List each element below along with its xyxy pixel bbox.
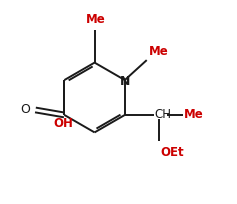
Text: Me: Me <box>184 108 203 121</box>
Text: CH: CH <box>155 108 172 121</box>
Text: N: N <box>120 74 130 87</box>
Text: Me: Me <box>149 45 169 58</box>
Text: OEt: OEt <box>160 145 184 158</box>
Text: O: O <box>21 103 30 116</box>
Text: OH: OH <box>53 116 73 129</box>
Text: Me: Me <box>86 13 105 26</box>
